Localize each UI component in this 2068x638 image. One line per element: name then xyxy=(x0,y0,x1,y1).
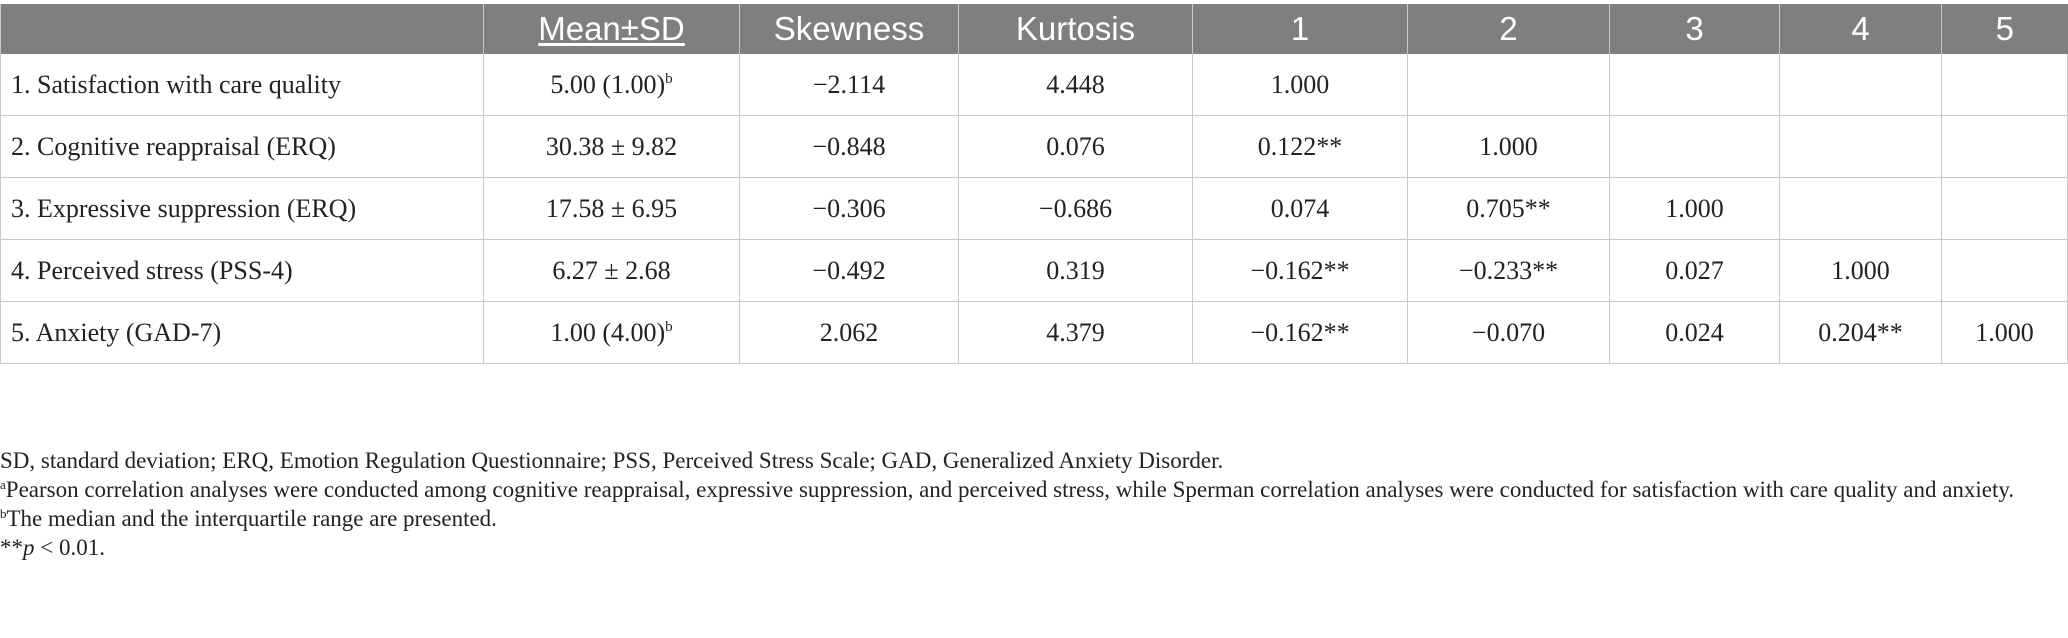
header-cell-3: 3 xyxy=(1609,4,1780,54)
mean-sd-cell: 17.58 ± 6.95 xyxy=(483,177,740,240)
corr-cell-1: 0.122** xyxy=(1192,115,1408,178)
kurtosis-cell: −0.686 xyxy=(958,177,1193,240)
corr-cell-5 xyxy=(1941,115,2068,178)
table-header-row: Mean±SD Skewness Kurtosis 1 2 3 4 5 xyxy=(0,4,2068,54)
table-container: Mean±SD Skewness Kurtosis 1 2 3 4 5 1. S… xyxy=(0,4,2068,364)
corr-cell-3 xyxy=(1609,54,1780,116)
skewness-cell: −0.492 xyxy=(739,239,959,302)
skewness-cell: 2.062 xyxy=(739,301,959,364)
footnote-mark: b xyxy=(665,318,673,335)
table-row: 2. Cognitive reappraisal (ERQ) 30.38 ± 9… xyxy=(0,115,2068,178)
corr-cell-2: 0.705** xyxy=(1407,177,1610,240)
table-footnotes: SD, standard deviation; ERQ, Emotion Reg… xyxy=(0,446,2060,562)
row-label: 2. Cognitive reappraisal (ERQ) xyxy=(0,115,484,178)
footnote-b-mark: b xyxy=(0,506,7,521)
row-label: 3. Expressive suppression (ERQ) xyxy=(0,177,484,240)
mean-sd-cell: 6.27 ± 2.68 xyxy=(483,239,740,302)
footnote-a-mark: a xyxy=(0,477,6,492)
table-row: 5. Anxiety (GAD-7) 1.00 (4.00)b 2.062 4.… xyxy=(0,301,2068,364)
header-cell-4: 4 xyxy=(1779,4,1942,54)
footnote-mark: b xyxy=(665,70,673,87)
skewness-cell: −0.848 xyxy=(739,115,959,178)
corr-cell-5 xyxy=(1941,239,2068,302)
corr-cell-5: 1.000 xyxy=(1941,301,2068,364)
corr-cell-4 xyxy=(1779,177,1942,240)
corr-cell-4 xyxy=(1779,54,1942,116)
corr-cell-3 xyxy=(1609,115,1780,178)
corr-cell-4 xyxy=(1779,115,1942,178)
mean-sd-value: 17.58 ± 6.95 xyxy=(545,193,678,223)
mean-sd-value: 30.38 ± 9.82 xyxy=(545,131,678,161)
corr-cell-5 xyxy=(1941,177,2068,240)
correlation-table: Mean±SD Skewness Kurtosis 1 2 3 4 5 1. S… xyxy=(0,4,2068,364)
kurtosis-cell: 4.448 xyxy=(958,54,1193,116)
skewness-cell: −0.306 xyxy=(739,177,959,240)
significance-threshold: < 0.01. xyxy=(34,535,105,560)
mean-sd-value: 1.00 (4.00) xyxy=(550,317,666,347)
footnote-a: aPearson correlation analyses were condu… xyxy=(0,475,2060,504)
corr-cell-3: 0.027 xyxy=(1609,239,1780,302)
row-label: 4. Perceived stress (PSS-4) xyxy=(0,239,484,302)
significance-note: **p < 0.01. xyxy=(0,533,2060,562)
corr-cell-2: 1.000 xyxy=(1407,115,1610,178)
header-cell-kurtosis: Kurtosis xyxy=(958,4,1193,54)
kurtosis-cell: 0.076 xyxy=(958,115,1193,178)
corr-cell-3: 0.024 xyxy=(1609,301,1780,364)
corr-cell-2 xyxy=(1407,54,1610,116)
header-cell-skewness: Skewness xyxy=(739,4,959,54)
header-cell-variable xyxy=(0,4,484,54)
corr-cell-1: 0.074 xyxy=(1192,177,1408,240)
footnote-b: bThe median and the interquartile range … xyxy=(0,504,2060,533)
corr-cell-3: 1.000 xyxy=(1609,177,1780,240)
header-cell-5: 5 xyxy=(1941,4,2068,54)
footnote-a-text: Pearson correlation analyses were conduc… xyxy=(5,477,2015,502)
mean-sd-value: 6.27 ± 2.68 xyxy=(552,255,671,285)
header-mean-sd-text: Mean±SD xyxy=(538,10,685,47)
header-cell-mean-sd: Mean±SD xyxy=(483,4,740,54)
corr-cell-1: 1.000 xyxy=(1192,54,1408,116)
corr-cell-4: 0.204** xyxy=(1779,301,1942,364)
table-row: 4. Perceived stress (PSS-4) 6.27 ± 2.68 … xyxy=(0,239,2068,302)
corr-cell-1: −0.162** xyxy=(1192,239,1408,302)
table-row: 3. Expressive suppression (ERQ) 17.58 ± … xyxy=(0,177,2068,240)
kurtosis-cell: 0.319 xyxy=(958,239,1193,302)
mean-sd-cell: 5.00 (1.00)b xyxy=(483,54,740,116)
header-cell-2: 2 xyxy=(1407,4,1610,54)
row-label: 1. Satisfaction with care quality xyxy=(0,54,484,116)
corr-cell-1: −0.162** xyxy=(1192,301,1408,364)
row-label: 5. Anxiety (GAD-7) xyxy=(0,301,484,364)
significance-stars: ** xyxy=(0,535,23,560)
mean-sd-value: 5.00 (1.00) xyxy=(550,69,666,99)
mean-sd-cell: 30.38 ± 9.82 xyxy=(483,115,740,178)
mean-sd-cell: 1.00 (4.00)b xyxy=(483,301,740,364)
abbreviations-note: SD, standard deviation; ERQ, Emotion Reg… xyxy=(0,448,1224,473)
corr-cell-2: −0.070 xyxy=(1407,301,1610,364)
skewness-cell: −2.114 xyxy=(739,54,959,116)
table-row: 1. Satisfaction with care quality 5.00 (… xyxy=(0,54,2068,116)
corr-cell-4: 1.000 xyxy=(1779,239,1942,302)
corr-cell-5 xyxy=(1941,54,2068,116)
corr-cell-2: −0.233** xyxy=(1407,239,1610,302)
footnote-b-text: The median and the interquartile range a… xyxy=(6,506,497,531)
header-cell-1: 1 xyxy=(1192,4,1408,54)
kurtosis-cell: 4.379 xyxy=(958,301,1193,364)
significance-p: p xyxy=(23,535,35,560)
